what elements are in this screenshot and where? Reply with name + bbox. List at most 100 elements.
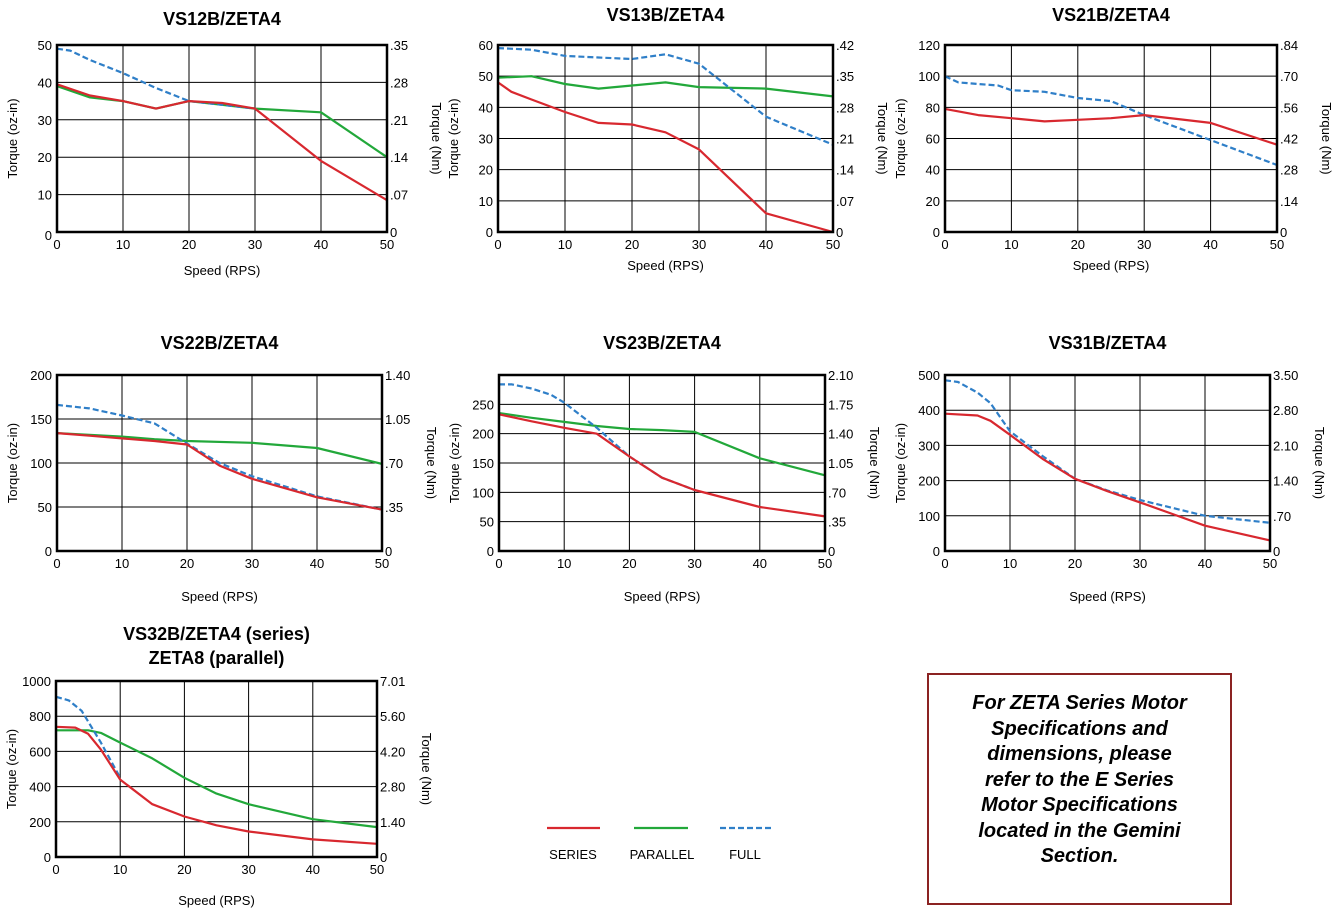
y-tick-label: 600 [29,744,51,759]
y2-tick-label: .14 [836,163,854,178]
y-tick-label: 50 [38,500,52,515]
y2-tick-label: .28 [836,100,854,115]
y-tick-label: 40 [479,100,493,115]
y2-tick-label: .28 [390,75,408,90]
series-line-parallel [56,85,388,159]
x-axis-label: Speed (RPS) [184,263,261,278]
y-tick-label: 0 [486,225,493,240]
chart-title: VS23B/ZETA4 [603,333,721,353]
y2-tick-label: 5.60 [380,709,405,724]
x-tick-label: 30 [1133,556,1147,571]
series-line-full [56,47,256,110]
y2-tick-label: 0 [390,225,397,240]
y2-tick-label: .70 [1280,69,1298,84]
note-box: For ZETA Series Motor Specifications and… [927,673,1232,905]
y-tick-label: 120 [918,38,940,53]
y-tick-label: 200 [30,368,52,383]
y2-tick-label: .21 [836,132,854,147]
y2-tick-label: 7.01 [380,674,405,689]
y-tick-label: 10 [479,194,493,209]
x-tick-label: 40 [753,556,767,571]
y2-tick-label: 1.05 [828,456,853,471]
x-tick-label: 50 [370,862,384,877]
y2-tick-label: .42 [1280,132,1298,147]
y2-axis-label: Torque (Nm) [1319,102,1334,174]
series-line-series [56,432,383,511]
y-tick-label: 300 [918,438,940,453]
x-tick-label: 50 [1263,556,1277,571]
series-line-parallel [497,75,834,98]
y2-tick-label: 0 [836,225,843,240]
x-tick-label: 0 [941,237,948,252]
y-tick-label: 800 [29,709,51,724]
x-tick-label: 30 [241,862,255,877]
x-tick-label: 40 [1203,237,1217,252]
y-tick-label: 20 [38,150,52,165]
y2-tick-label: 1.40 [380,815,405,830]
chart-7: VS32B/ZETA4 (series) ZETA8 (parallel) 0 10 2… [4,624,434,908]
y-tick-label: 40 [926,163,940,178]
y2-tick-label: .42 [836,38,854,53]
y-tick-label: 150 [472,456,494,471]
y-tick-label: 100 [30,456,52,471]
y-tick-label: 100 [918,509,940,524]
series-line-full [55,695,122,779]
y2-tick-label: 1.40 [385,368,410,383]
series-line-series [55,725,378,845]
x-tick-label: 30 [248,237,262,252]
y2-tick-label: .07 [390,188,408,203]
y2-tick-label: 4.20 [380,744,405,759]
y-tick-label: 200 [918,474,940,489]
y2-tick-label: 1.40 [828,427,853,442]
legend-label-parallel: PARALLEL [630,847,695,862]
legend-label-series: SERIES [549,847,597,862]
y2-tick-label: .35 [828,515,846,530]
y-tick-label: 80 [926,100,940,115]
series-line-full [499,383,695,492]
y2-tick-label: 0 [828,544,835,559]
x-tick-label: 10 [113,862,127,877]
x-tick-label: 20 [177,862,191,877]
x-tick-label: 20 [1068,556,1082,571]
chart-title: VS31B/ZETA4 [1049,333,1167,353]
y2-tick-label: 2.80 [380,780,405,795]
y-tick-label: 1000 [22,674,51,689]
y-axis-label: Torque (oz-in) [446,98,461,178]
plot-frame [54,679,379,859]
y-axis-label: Torque (oz-in) [893,423,908,503]
plot-frame [943,373,1272,553]
y2-axis-label: Torque (Nm) [419,733,434,805]
y2-tick-label: .70 [828,485,846,500]
x-tick-label: 10 [1003,556,1017,571]
x-tick-label: 0 [53,556,60,571]
x-tick-label: 10 [115,556,129,571]
series-line-series [944,412,1271,542]
note-text: For ZETA Series Motor Specifications and… [972,692,1187,867]
series-line-full [56,403,383,511]
y-tick-label: 30 [479,132,493,147]
x-tick-label: 40 [759,237,773,252]
series-line-parallel [56,729,378,829]
y2-tick-label: 1.40 [1273,474,1298,489]
y-tick-label: 100 [472,485,494,500]
y-tick-label: 60 [926,132,940,147]
y-tick-label: 50 [479,69,493,84]
y-tick-label: 0 [45,544,52,559]
series-line-full [497,47,834,146]
x-tick-label: 50 [375,556,389,571]
y2-tick-label: 0 [385,544,392,559]
series-line-series [944,107,1278,146]
y-tick-label: 400 [29,780,51,795]
x-tick-label: 50 [1270,237,1284,252]
y2-tick-label: 0 [1273,544,1280,559]
series-line-series [56,83,388,202]
x-axis-label: Speed (RPS) [1073,258,1150,273]
y2-axis-label: Torque (Nm) [429,102,444,174]
y-tick-label: 200 [472,427,494,442]
y2-tick-label: .28 [1280,163,1298,178]
y2-tick-label: 2.10 [828,368,853,383]
x-tick-label: 20 [1071,237,1085,252]
